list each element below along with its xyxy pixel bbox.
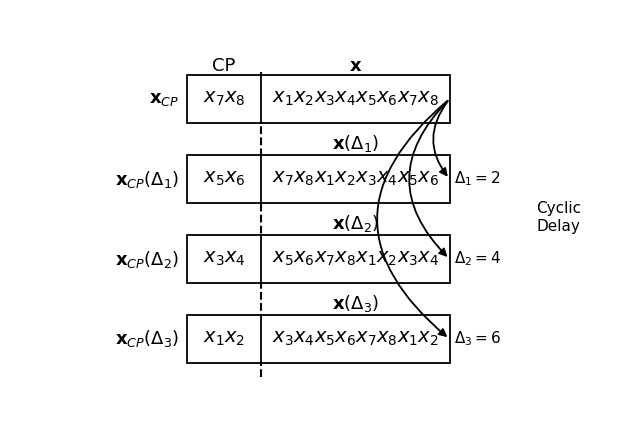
Text: $x_3x_4x_5x_6x_7x_8x_1x_2$: $x_3x_4x_5x_6x_7x_8x_1x_2$ xyxy=(272,330,438,348)
Text: $\mathbf{x}(\Delta_3)$: $\mathbf{x}(\Delta_3)$ xyxy=(332,293,379,315)
FancyArrowPatch shape xyxy=(433,101,448,175)
Text: $\mathbf{x}_{CP}(\Delta_1)$: $\mathbf{x}_{CP}(\Delta_1)$ xyxy=(115,168,179,190)
Bar xyxy=(187,235,449,283)
Text: $x_5x_6$: $x_5x_6$ xyxy=(202,170,245,188)
Text: CP: CP xyxy=(212,56,236,75)
Bar xyxy=(187,75,449,123)
Text: $\mathbf{x}_{CP}(\Delta_3)$: $\mathbf{x}_{CP}(\Delta_3)$ xyxy=(115,329,179,349)
Bar xyxy=(187,315,449,363)
Text: $x_3x_4$: $x_3x_4$ xyxy=(202,250,245,268)
FancyArrowPatch shape xyxy=(377,101,447,336)
Text: $\Delta_2 = 4$: $\Delta_2 = 4$ xyxy=(454,250,502,268)
Text: $\Delta_3 = 6$: $\Delta_3 = 6$ xyxy=(454,329,502,349)
Text: $\mathbf{x}$: $\mathbf{x}$ xyxy=(349,56,362,75)
Text: $\mathbf{x}(\Delta_1)$: $\mathbf{x}(\Delta_1)$ xyxy=(332,134,379,154)
Text: $\Delta_1 = 2$: $\Delta_1 = 2$ xyxy=(454,170,501,188)
Text: $\mathbf{x}_{CP}$: $\mathbf{x}_{CP}$ xyxy=(149,90,179,108)
FancyArrowPatch shape xyxy=(409,101,447,256)
Text: $\mathbf{x}(\Delta_2)$: $\mathbf{x}(\Delta_2)$ xyxy=(332,213,379,234)
Text: $x_5x_6x_7x_8x_1x_2x_3x_4$: $x_5x_6x_7x_8x_1x_2x_3x_4$ xyxy=(271,250,439,268)
Text: Cyclic
Delay: Cyclic Delay xyxy=(536,201,581,234)
Text: $x_7x_8x_1x_2x_3x_4x_5x_6$: $x_7x_8x_1x_2x_3x_4x_5x_6$ xyxy=(271,170,439,188)
Text: $\mathbf{x}_{CP}(\Delta_2)$: $\mathbf{x}_{CP}(\Delta_2)$ xyxy=(115,248,179,270)
Text: $x_7x_8$: $x_7x_8$ xyxy=(203,90,245,108)
Text: $x_1x_2x_3x_4x_5x_6x_7x_8$: $x_1x_2x_3x_4x_5x_6x_7x_8$ xyxy=(272,90,439,108)
Text: $x_1x_2$: $x_1x_2$ xyxy=(203,330,245,348)
Bar xyxy=(187,155,449,203)
